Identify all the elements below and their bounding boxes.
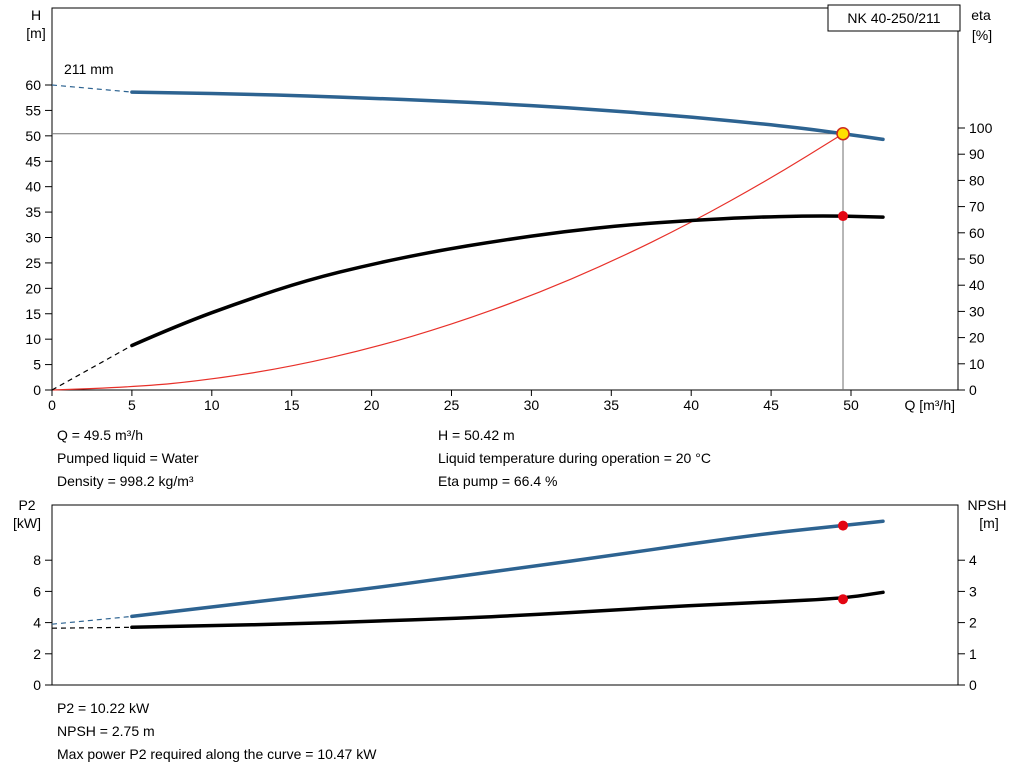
left-axis-tick-label: 20 [25, 280, 41, 296]
h-axis-unit-label: [m] [26, 25, 45, 41]
p2-axis-label: P2 [18, 497, 35, 513]
npsh-duty-marker [838, 594, 849, 605]
left-axis-tick-label: 0 [33, 677, 41, 693]
x-axis-tick-label: 25 [444, 397, 460, 413]
right-axis-tick-label: 4 [969, 552, 977, 568]
x-axis-tick-label: 30 [524, 397, 540, 413]
left-axis-tick-label: 5 [33, 357, 41, 373]
h-axis-label: H [31, 7, 41, 23]
right-axis-tick-label: 60 [969, 225, 985, 241]
info-line-temperature: Liquid temperature during operation = 20… [438, 450, 711, 466]
head-curve-211mm [130, 90, 885, 142]
right-axis-tick-label: 90 [969, 146, 985, 162]
info-line-eta: Eta pump = 66.4 % [438, 473, 558, 489]
head-curve-211mm-extrapolation [51, 84, 132, 93]
x-axis-tick-label: 15 [284, 397, 300, 413]
right-axis-tick-label: 0 [969, 382, 977, 398]
left-axis-tick-label: 50 [25, 128, 41, 144]
info-line-density: Density = 998.2 kg/m³ [57, 473, 194, 489]
right-axis-tick-label: 3 [969, 583, 977, 599]
x-axis-tick-label: 45 [763, 397, 779, 413]
operating-point-info-left: Q = 49.5 m³/h Pumped liquid = Water Dens… [57, 424, 199, 493]
right-axis-tick-label: 0 [969, 677, 977, 693]
eta-axis-label: eta [971, 7, 991, 23]
right-axis-tick-label: 100 [969, 120, 993, 136]
x-axis-tick-label: 10 [204, 397, 220, 413]
hq-chart-frame [51, 7, 959, 391]
npsh-axis-unit-label: [m] [979, 515, 998, 531]
power-npsh-info: P2 = 10.22 kW NPSH = 2.75 m Max power P2… [57, 697, 376, 766]
left-axis-tick-label: 30 [25, 230, 41, 246]
left-axis-tick-label: 4 [33, 615, 41, 631]
pump-model-title: NK 40-250/211 [847, 10, 940, 26]
chart-curves-group: 0510152025303540455055600102030405060708… [25, 7, 993, 693]
left-axis-tick-label: 15 [25, 306, 41, 322]
p2-axis-unit-label: [kW] [13, 515, 41, 531]
right-axis-tick-label: 80 [969, 172, 985, 188]
info-line-q: Q = 49.5 m³/h [57, 427, 143, 443]
x-axis-tick-label: 5 [128, 397, 136, 413]
right-axis-tick-label: 70 [969, 199, 985, 215]
right-axis-tick-label: 40 [969, 277, 985, 293]
info-line-liquid: Pumped liquid = Water [57, 450, 199, 466]
left-axis-tick-label: 0 [33, 382, 41, 398]
left-axis-tick-label: 55 [25, 102, 41, 118]
p2-curve-extrapolation [51, 615, 132, 625]
info-line-npsh: NPSH = 2.75 m [57, 723, 155, 739]
x-axis-tick-label: 20 [364, 397, 380, 413]
eta-curve-extrapolation [51, 344, 133, 391]
npsh-curve-extrapolation [51, 626, 132, 629]
x-axis-tick-label: 35 [604, 397, 620, 413]
left-axis-tick-label: 45 [25, 153, 41, 169]
x-axis-tick-label: 50 [843, 397, 859, 413]
x-axis-tick-label: 0 [48, 397, 56, 413]
x-axis-tick-label: 40 [683, 397, 699, 413]
p2-curve [130, 519, 885, 619]
left-axis-tick-label: 10 [25, 331, 41, 347]
left-axis-tick-label: 40 [25, 179, 41, 195]
right-axis-tick-label: 20 [969, 330, 985, 346]
left-axis-tick-label: 35 [25, 204, 41, 220]
impeller-size-label: 211 mm [64, 61, 114, 77]
left-axis-tick-label: 6 [33, 583, 41, 599]
right-axis-tick-label: 1 [969, 646, 977, 662]
static-labels-group: H [m] eta [%] Q [m³/h] 211 mm NK 40-250/… [13, 4, 1007, 531]
right-axis-tick-label: 30 [969, 303, 985, 319]
left-axis-tick-label: 2 [33, 646, 41, 662]
info-line-h: H = 50.42 m [438, 427, 515, 443]
eta-duty-marker [838, 211, 849, 222]
system-resistance-curve [51, 133, 844, 391]
eta-axis-unit-label: [%] [972, 27, 992, 43]
pump-model-box [827, 4, 961, 32]
left-axis-tick-label: 60 [25, 77, 41, 93]
info-line-max-power: Max power P2 required along the curve = … [57, 746, 377, 762]
npsh-curve [130, 590, 885, 630]
p2-duty-marker [838, 520, 849, 531]
left-axis-tick-label: 8 [33, 552, 41, 568]
duty-point-marker [836, 126, 850, 141]
q-axis-label: Q [m³/h] [904, 397, 955, 413]
right-axis-tick-label: 10 [969, 356, 985, 372]
npsh-axis-label: NPSH [968, 497, 1007, 513]
right-axis-tick-label: 50 [969, 251, 985, 267]
info-line-p2: P2 = 10.22 kW [57, 700, 150, 716]
operating-point-info-right: H = 50.42 m Liquid temperature during op… [438, 424, 711, 493]
p2-npsh-chart-frame [51, 504, 959, 686]
right-axis-tick-label: 2 [969, 615, 977, 631]
left-axis-tick-label: 25 [25, 255, 41, 271]
eta-curve [130, 214, 885, 348]
